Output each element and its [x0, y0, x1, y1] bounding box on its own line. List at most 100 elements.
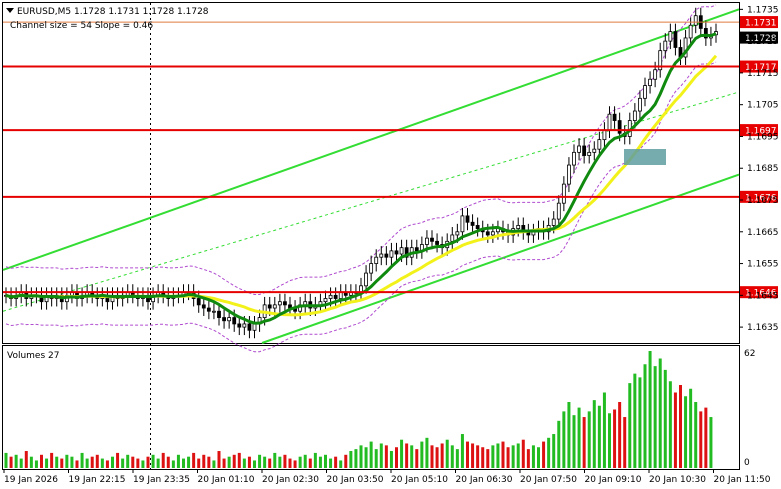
- time-tick-label: 20 Jan 02:30: [262, 475, 319, 485]
- candle-body: [414, 247, 419, 252]
- price-levels: 1.1717 1.1697 1.1676 1.1646 1.1731 1.1728: [3, 16, 778, 299]
- candle-body: [516, 225, 521, 230]
- candle-body: [490, 231, 495, 236]
- candle-body: [485, 231, 490, 236]
- candle-body: [389, 250, 394, 258]
- candle-body: [587, 151, 592, 156]
- time-tick-label: 20 Jan 10:30: [649, 475, 706, 485]
- price-tick-label: 1.1715: [747, 69, 779, 79]
- time-tick-label: 20 Jan 11:50: [714, 475, 771, 485]
- price-tick-label: 1.1735: [747, 5, 779, 15]
- slow-moving-average: [5, 54, 718, 317]
- time-tick-label: 20 Jan 05:10: [391, 475, 448, 485]
- candle-body: [455, 231, 460, 236]
- price-tick-label: 1.1725: [747, 37, 779, 47]
- candle-body: [247, 323, 252, 331]
- ask-tag: [740, 16, 778, 29]
- volume-pane-label: Volumes 27: [7, 351, 59, 361]
- level-tag-label: 1.1717: [745, 63, 777, 73]
- candle-body: [643, 85, 647, 99]
- candle-body: [217, 310, 221, 318]
- candle-body: [227, 317, 232, 322]
- indicator-header: Channel size = 54 Slope = 0.46: [10, 21, 153, 31]
- candle-body: [364, 272, 368, 287]
- candle-body: [577, 145, 581, 153]
- price-tick-label: 1.1695: [747, 132, 779, 142]
- level-tag-label: 1.1697: [745, 127, 777, 137]
- candle-body: [465, 215, 470, 223]
- candle-body: [222, 317, 226, 322]
- candle-body: [688, 24, 693, 39]
- candle-body: [668, 31, 673, 42]
- level-tag: [740, 286, 778, 299]
- current-price-label: 1.1728: [745, 34, 777, 44]
- candle-body: [561, 183, 566, 204]
- candle-body: [404, 247, 409, 258]
- candle-body: [592, 148, 597, 153]
- time-tick-label: 20 Jan 03:50: [327, 475, 384, 485]
- candle-body: [597, 139, 602, 150]
- time-axis: 19 Jan 2026 19 Jan 22:15 19 Jan 23:35 20 Ja…: [3, 469, 771, 485]
- candle-body: [693, 15, 698, 26]
- candle-body: [470, 221, 475, 226]
- candle-body: [242, 323, 247, 328]
- channel-upper-line: [2, 8, 740, 271]
- price-tick-label: 1.1675: [747, 196, 779, 206]
- candle-body: [369, 263, 374, 274]
- candle-body: [232, 317, 237, 325]
- candle-body: [582, 145, 587, 156]
- fast-moving-average: [5, 32, 717, 325]
- candle-body: [379, 253, 384, 258]
- level-tag-label: 1.1676: [745, 193, 777, 203]
- candle-body: [267, 304, 272, 309]
- time-tick-label: 20 Jan 07:50: [520, 475, 577, 485]
- candle-body: [607, 113, 612, 131]
- level-tag: [740, 124, 778, 137]
- current-price-tag: [740, 31, 778, 44]
- entry-marker-box: [624, 149, 666, 165]
- candle-body: [252, 323, 257, 331]
- candle-body: [658, 50, 663, 71]
- level-tag-label: 1.1646: [745, 289, 777, 299]
- candle-body: [450, 234, 455, 242]
- candle-body: [617, 120, 622, 134]
- candle-body: [435, 240, 439, 245]
- candle-body: [206, 307, 211, 312]
- candle-body: [212, 310, 216, 313]
- channel-lower-line: [261, 173, 740, 344]
- candle-body: [283, 301, 287, 306]
- dropdown-triangle-icon[interactable]: [6, 8, 14, 13]
- price-tick-label: 1.1645: [747, 291, 779, 301]
- volume-bars: [4, 351, 713, 468]
- candles: [4, 7, 718, 339]
- candle-body: [333, 294, 338, 299]
- price-tick-label: 1.1635: [747, 323, 779, 333]
- symbol-header: EURUSD,M5 1.1728 1.1731 1.1728 1.1728: [17, 7, 209, 17]
- candle-body: [572, 151, 576, 166]
- candle-body: [277, 301, 282, 306]
- candle-body: [632, 110, 637, 121]
- price-axis: 1.1735 1.1725 1.1715 1.1705 1.1695 1.1685 1.16…: [739, 5, 779, 333]
- time-tick-label: 20 Jan 01:10: [198, 475, 255, 485]
- time-tick-label: 20 Jan 06:30: [456, 475, 513, 485]
- candle-body: [475, 225, 480, 230]
- candle-body: [272, 304, 277, 309]
- candle-body: [612, 113, 617, 121]
- time-tick-label: 19 Jan 23:35: [133, 475, 190, 485]
- candle-body: [201, 304, 206, 309]
- candle-body: [602, 129, 607, 141]
- ask-tag-label: 1.1731: [745, 19, 777, 29]
- candle-body: [673, 31, 678, 48]
- volume-min-label: 0: [744, 458, 750, 468]
- level-tag: [740, 190, 778, 203]
- candle-body: [328, 294, 333, 299]
- volume-max-label: 62: [744, 349, 755, 359]
- candle-body: [551, 218, 556, 226]
- price-tick-label: 1.1655: [747, 260, 779, 270]
- candle-body: [394, 250, 399, 255]
- envelope-lower: [5, 61, 717, 353]
- candle-body: [703, 28, 708, 39]
- candle-body: [237, 323, 242, 328]
- channel-middle-line: [2, 91, 740, 312]
